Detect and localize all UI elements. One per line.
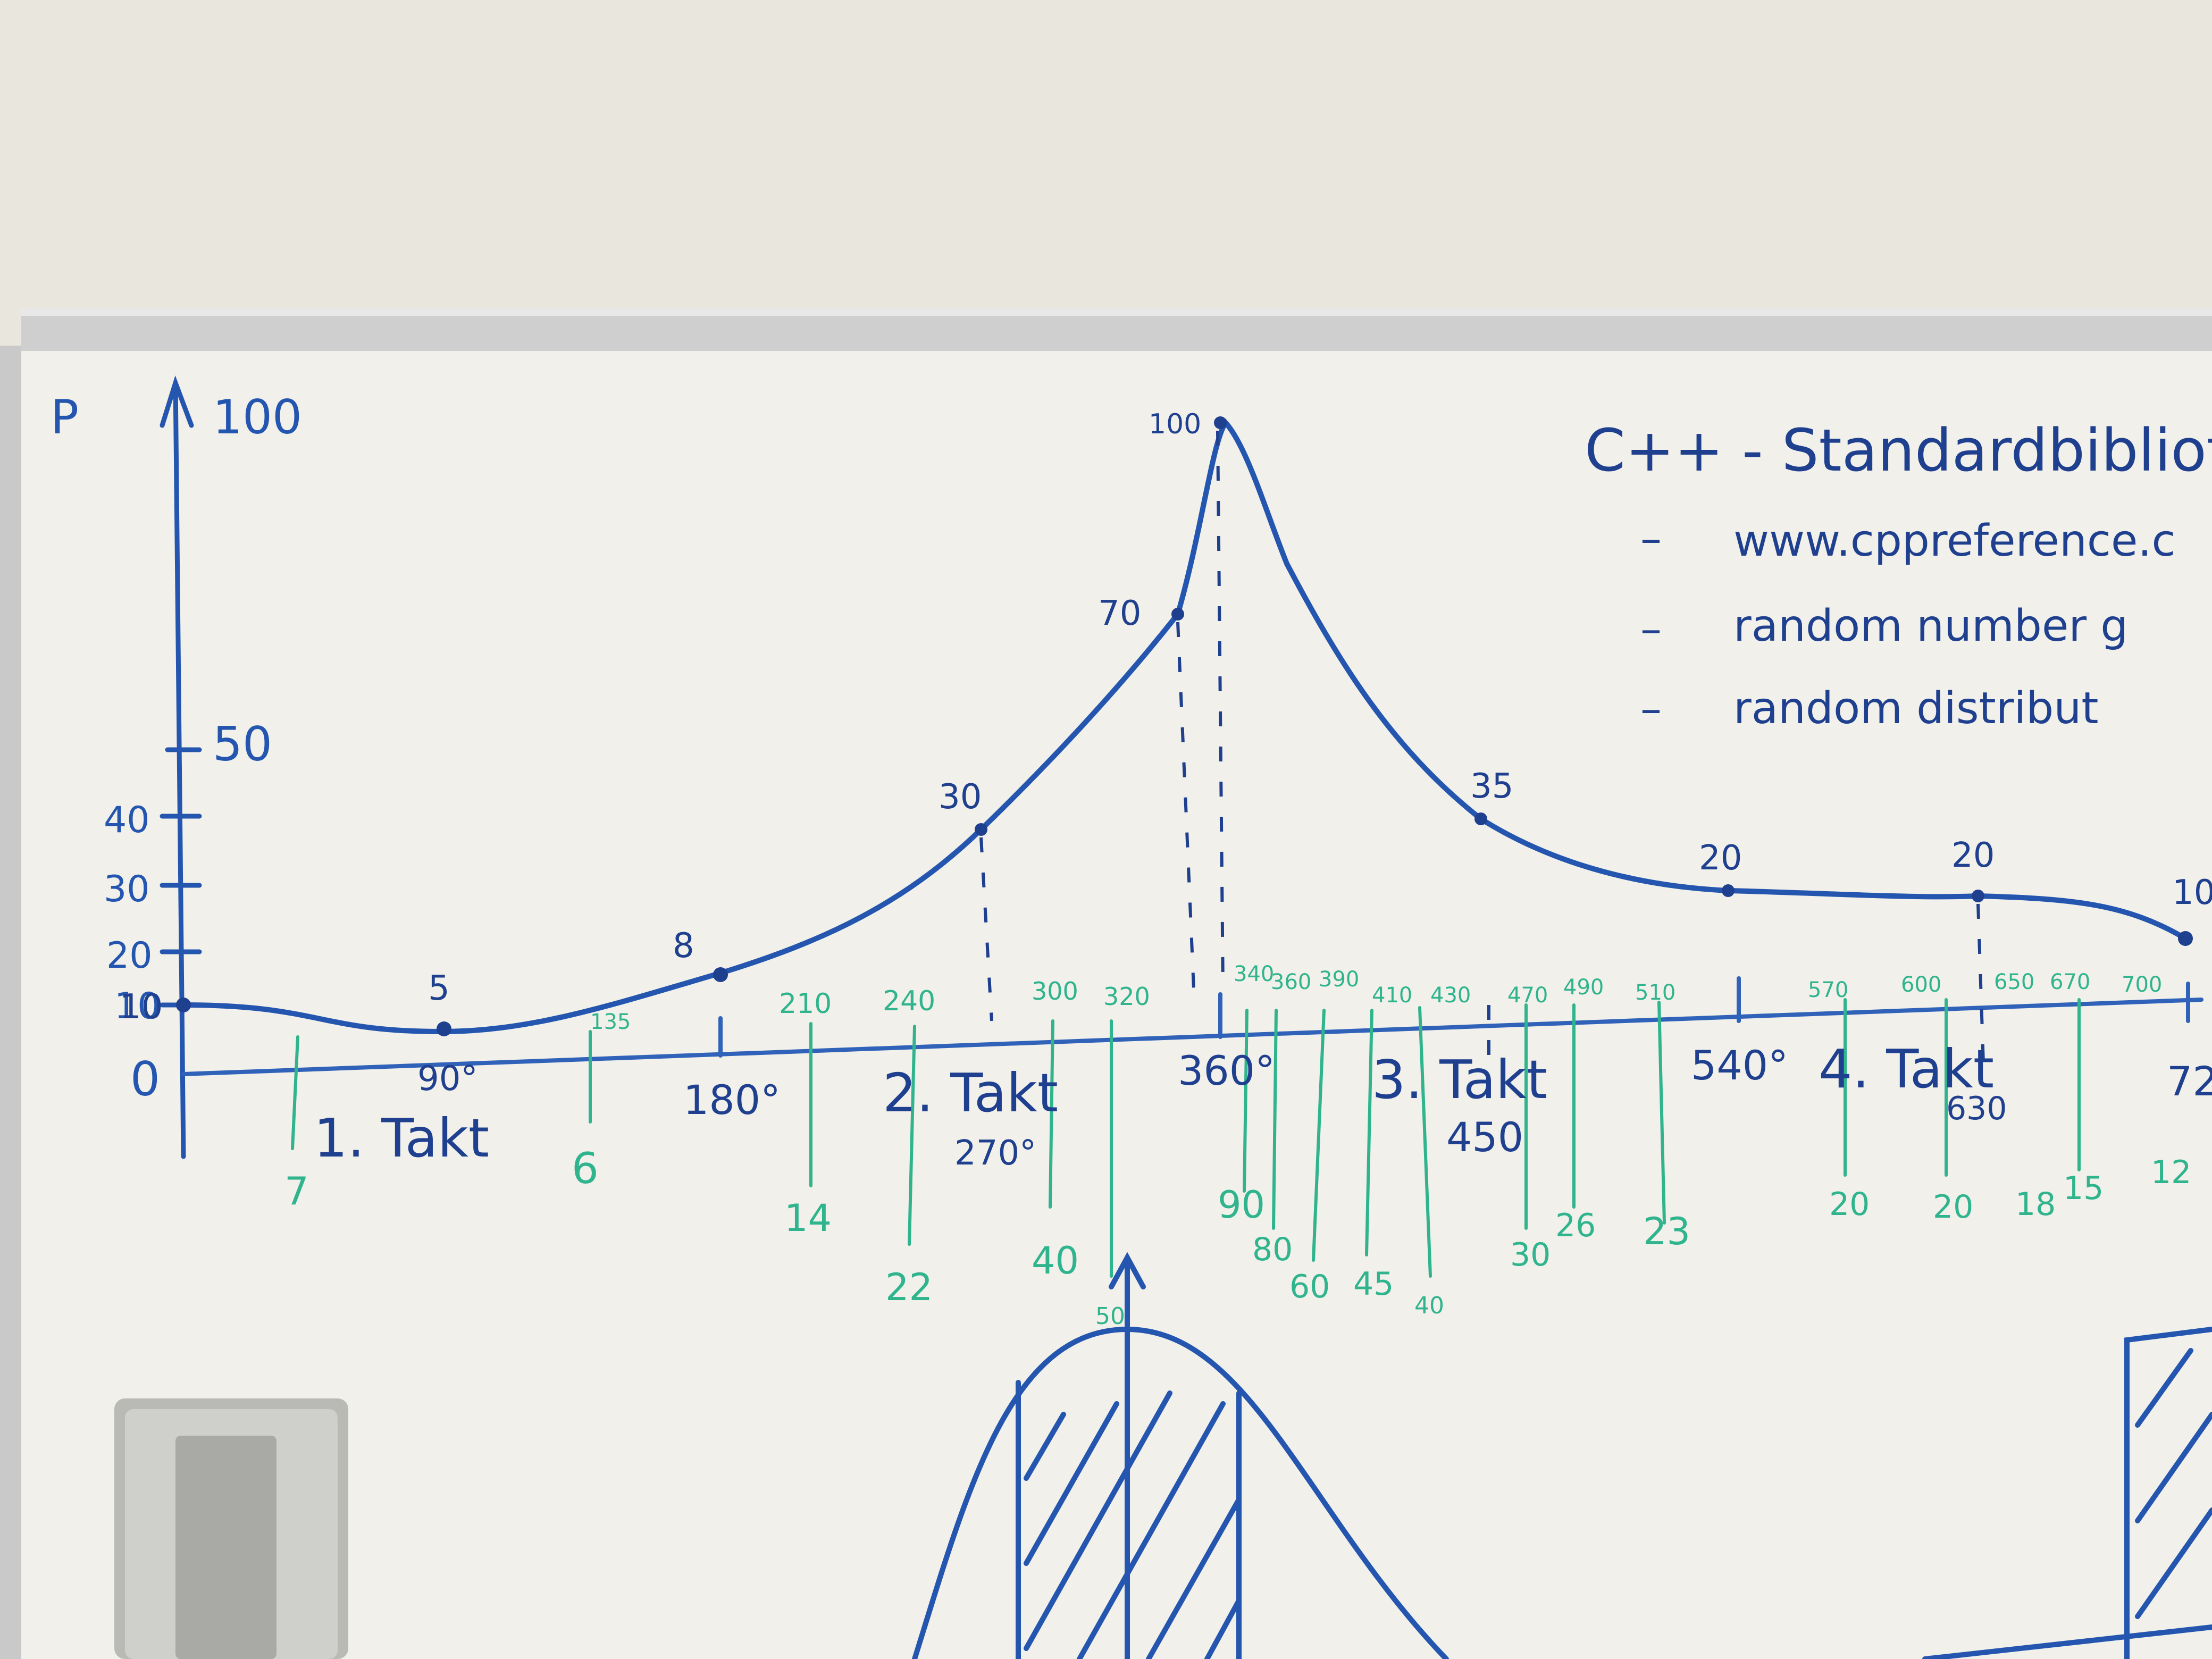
notes-title: C++ - Standardbibliothek <box>1585 416 2212 484</box>
point-label-8: 20 <box>1699 839 1742 878</box>
green-top-label-10: 430 <box>1430 983 1471 1008</box>
green-top-label-1: 135 <box>590 1010 631 1034</box>
green-bottom-label-12: 30 <box>1510 1236 1551 1273</box>
point-label-10: 10 <box>2172 873 2212 912</box>
y-axis-tick-100: 100 <box>213 390 302 445</box>
x-axis-tick-90: 90° <box>417 1059 477 1099</box>
distribution-sketch <box>912 1252 2212 1659</box>
point-label-1: 10 <box>120 987 163 1027</box>
green-bottom-label-15: 20 <box>1829 1186 1870 1223</box>
green-top-label-13: 510 <box>1635 981 1675 1005</box>
green-top-label-11: 470 <box>1507 983 1548 1008</box>
green-bottom-label-14: 23 <box>1643 1210 1690 1253</box>
point-label-9: 20 <box>1951 836 1995 875</box>
takt-label-1: 1. Takt <box>314 1107 489 1169</box>
green-top-label-16: 650 <box>1994 970 2034 994</box>
board-frame-top <box>21 308 2212 356</box>
green-top-label-14: 570 <box>1808 978 1848 1002</box>
green-bottom-label-5: 40 <box>1032 1239 1079 1283</box>
notes-item-3-bullet: – <box>1640 684 1662 733</box>
green-bottom-label-17: 18 <box>2015 1186 2056 1223</box>
green-top-label-12: 490 <box>1563 975 1604 1000</box>
x-axis-tick-720: 72 <box>2167 1058 2212 1105</box>
green-bottom-label-10: 45 <box>1353 1266 1394 1303</box>
y-axis <box>160 375 202 1159</box>
green-bottom-label-11: 40 <box>1414 1292 1444 1319</box>
green-bottom-label-8: 80 <box>1252 1231 1293 1268</box>
point-label-7: 35 <box>1470 767 1513 806</box>
x-axis-tick-360: 360° <box>1178 1047 1275 1094</box>
green-bottom-label-7: 90 <box>1218 1183 1265 1227</box>
x-axis-tick-540: 540° <box>1691 1042 1788 1089</box>
point-label-3: 8 <box>673 926 694 966</box>
point-label-5: 70 <box>1098 594 1141 633</box>
y-axis-letter: P <box>51 390 79 445</box>
y-axis-tick-10: 10 <box>114 985 161 1027</box>
board-frame-left <box>0 346 21 1659</box>
green-marks <box>291 998 2081 1278</box>
x-axis-tick-450: 450 <box>1446 1113 1523 1161</box>
takt-label-4: 4. Takt <box>1819 1038 1994 1100</box>
x-axis-tick-630: 630 <box>1946 1090 2007 1127</box>
green-bottom-label-4: 22 <box>885 1266 933 1309</box>
y-axis-tick-30: 30 <box>104 868 150 910</box>
x-axis <box>181 976 2203 1076</box>
point-label-6: 100 <box>1149 408 1201 440</box>
green-top-label-4: 300 <box>1032 977 1078 1006</box>
notes-item-2: random number g <box>1733 601 2128 651</box>
green-bottom-label-2: 6 <box>572 1144 599 1193</box>
green-bottom-label-19: 12 <box>2151 1154 2191 1191</box>
green-bottom-label-16: 20 <box>1933 1188 1973 1226</box>
x-axis-tick-180: 180° <box>683 1076 781 1124</box>
green-top-label-17: 670 <box>2050 970 2090 994</box>
green-bottom-label-18: 15 <box>2063 1170 2104 1207</box>
green-top-label-3: 240 <box>883 985 935 1017</box>
y-axis-tick-20: 20 <box>106 935 153 977</box>
whiteboard-surface <box>21 351 2212 1659</box>
green-top-label-2: 210 <box>779 988 832 1020</box>
green-bottom-label-1: 7 <box>284 1169 309 1213</box>
green-bottom-label-3: 14 <box>784 1196 832 1240</box>
green-top-label-5: 320 <box>1103 982 1150 1011</box>
green-bottom-label-6: 50 <box>1095 1303 1125 1330</box>
green-top-label-8: 390 <box>1319 967 1359 992</box>
takt-label-3: 3. Takt <box>1372 1049 1547 1111</box>
notes-item-1-bullet: – <box>1640 514 1662 563</box>
y-axis-tick-50: 50 <box>213 717 272 772</box>
green-top-label-18: 700 <box>2122 973 2162 997</box>
notes-item-3: random distribut <box>1733 683 2098 734</box>
green-top-label-7: 360 <box>1271 970 1311 994</box>
point-label-2: 5 <box>428 969 450 1008</box>
notes-item-1: www.cppreference.c <box>1733 516 2176 566</box>
notes-item-2-bullet: – <box>1640 604 1662 653</box>
y-axis-tick-40: 40 <box>104 799 150 841</box>
green-top-label-15: 600 <box>1901 973 1941 997</box>
pressure-curve <box>181 418 2188 1035</box>
y-axis-tick-0: 0 <box>130 1052 160 1107</box>
dashed-guides <box>979 430 1985 1069</box>
x-axis-tick-270: 270° <box>954 1134 1036 1173</box>
green-bottom-label-9: 60 <box>1289 1268 1330 1305</box>
green-bottom-label-13: 26 <box>1555 1207 1596 1244</box>
eraser-icon <box>114 1398 348 1659</box>
point-label-4: 30 <box>939 777 982 817</box>
green-top-label-9: 410 <box>1372 983 1412 1008</box>
curve-points <box>176 416 2193 1036</box>
takt-label-2: 2. Takt <box>883 1062 1058 1124</box>
green-top-label-6: 340 <box>1234 962 1274 986</box>
